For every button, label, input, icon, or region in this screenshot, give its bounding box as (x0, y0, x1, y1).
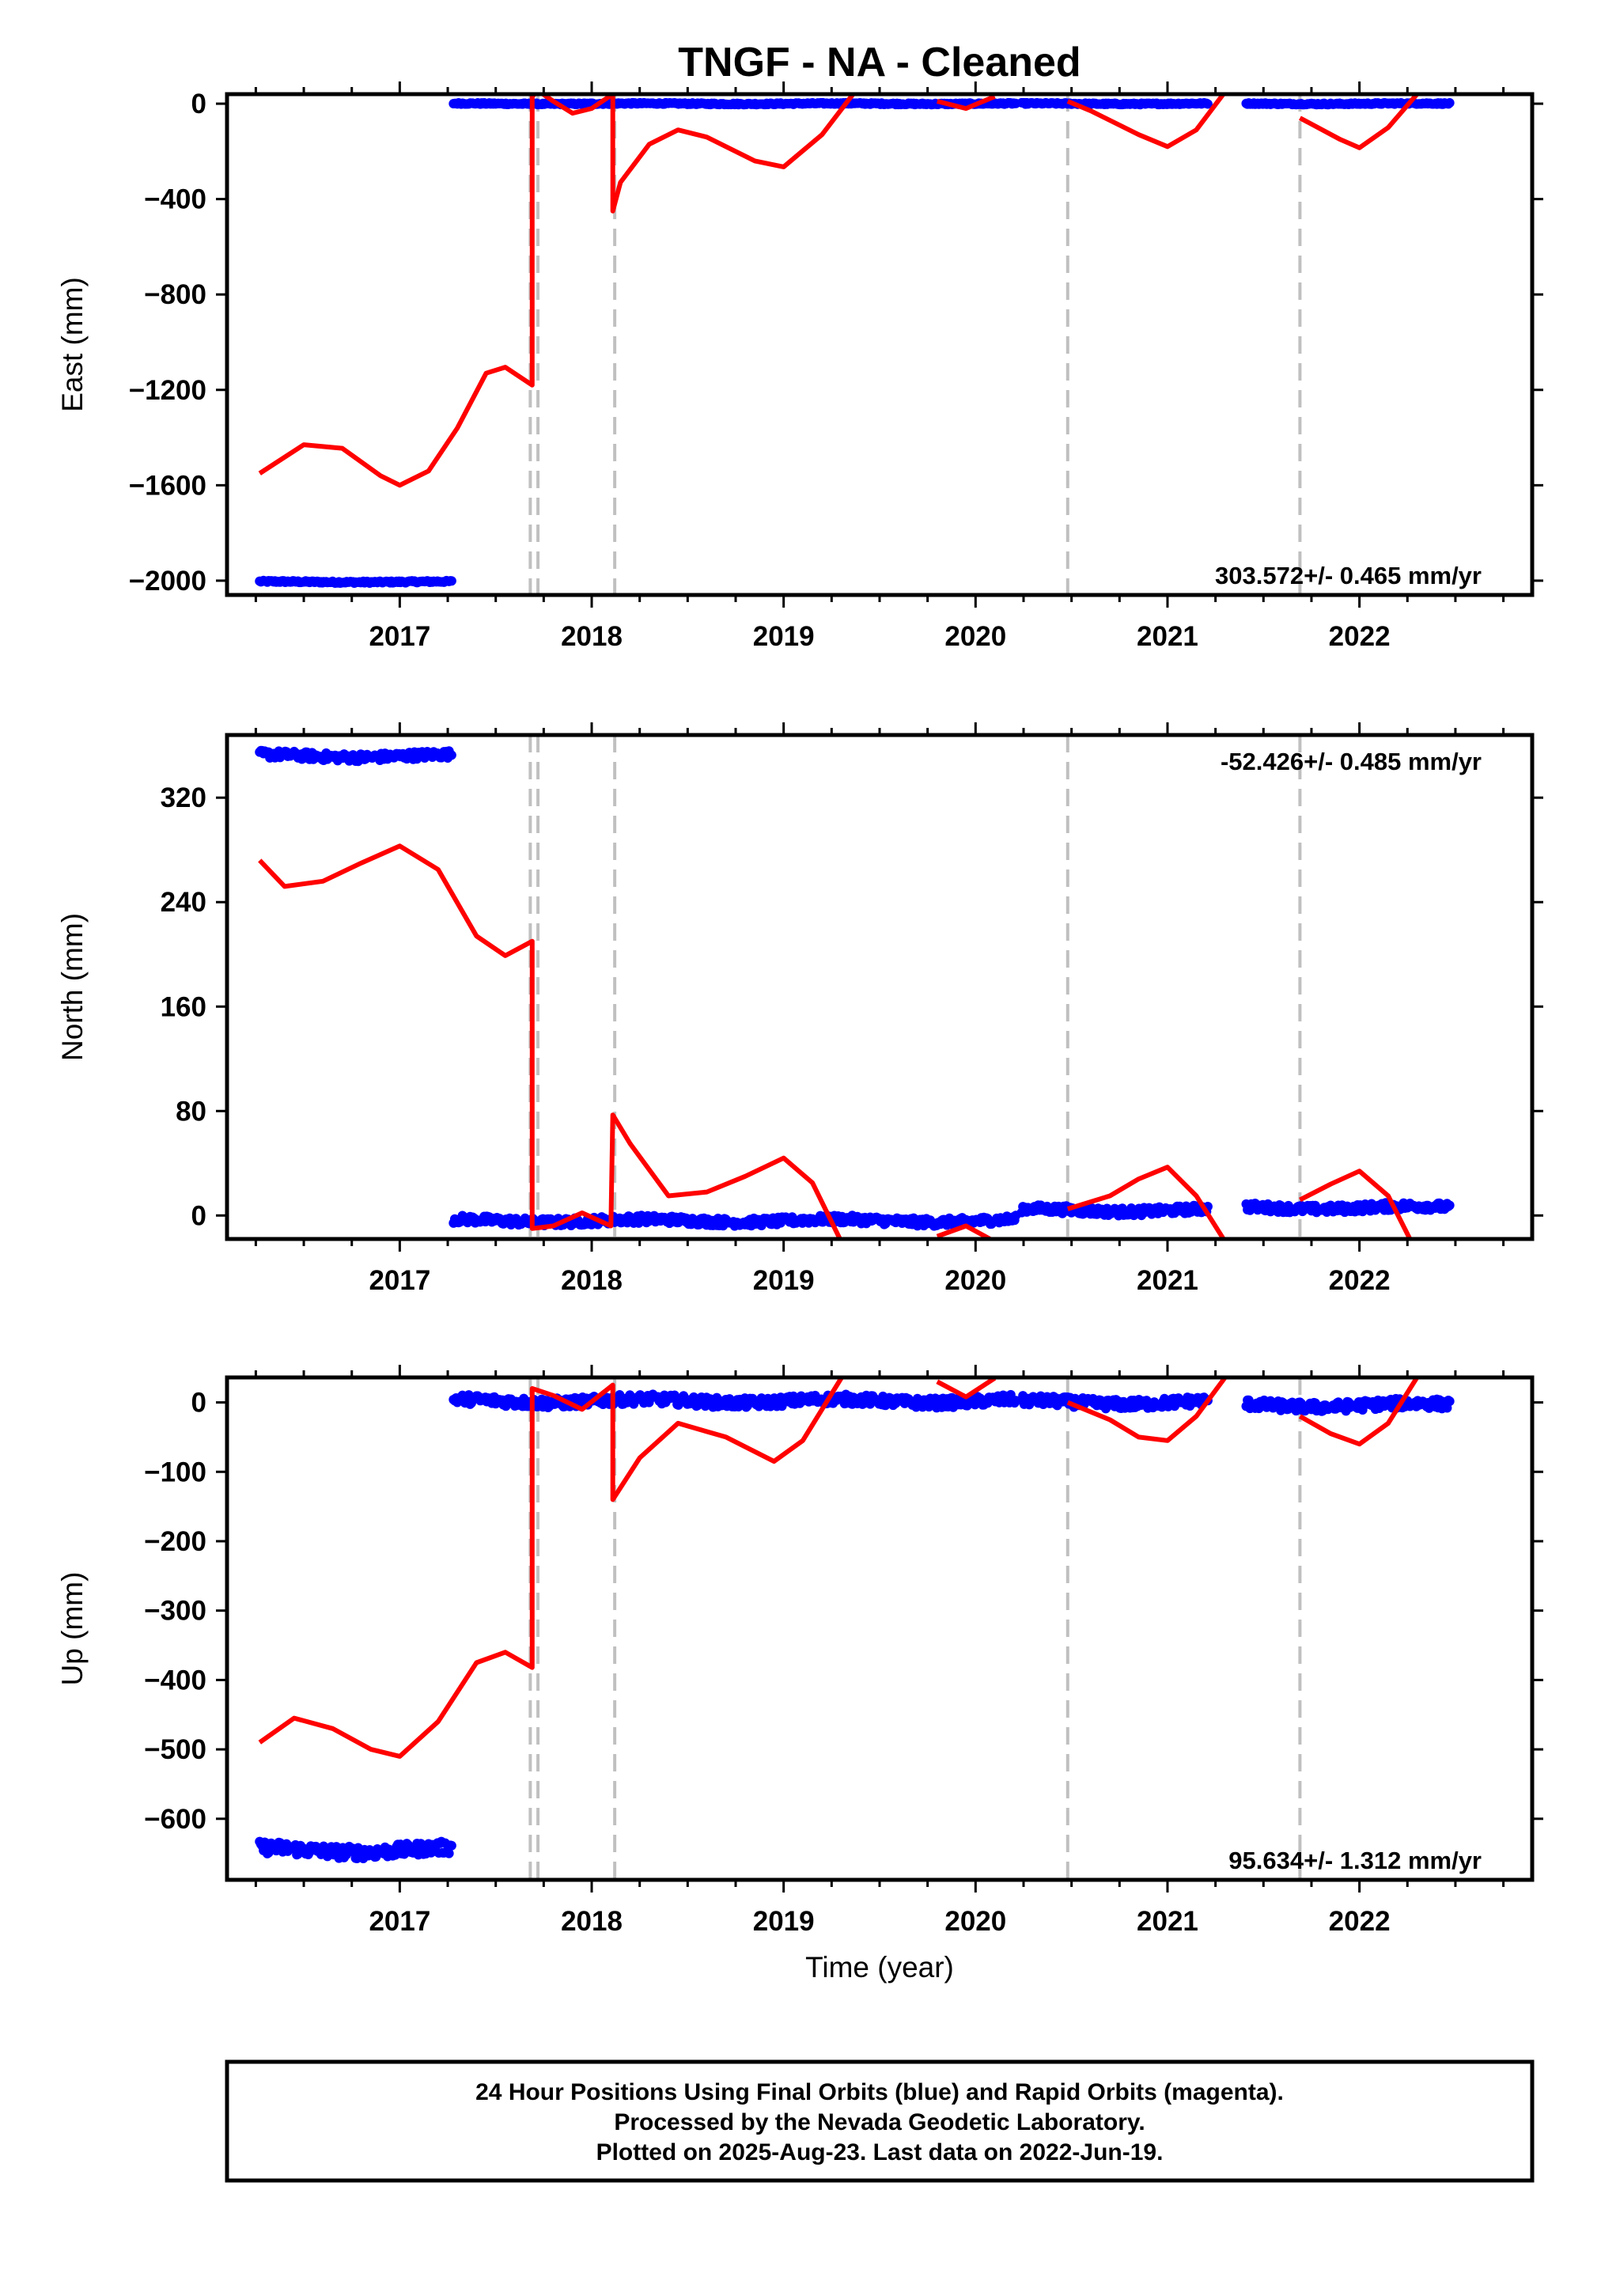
model-line (258, 94, 857, 488)
y-tick-label: −600 (144, 1804, 206, 1835)
x-tick-label: 2018 (561, 621, 623, 652)
data-point (446, 1840, 456, 1851)
data-point (1444, 1396, 1455, 1407)
y-tick-label: −800 (144, 279, 206, 310)
model-line (1066, 94, 1227, 150)
footer-line-3: Plotted on 2025-Aug-23. Last data on 202… (596, 2139, 1164, 2165)
y-tick-label: −2000 (129, 566, 206, 597)
x-axis-label: Time (year) (805, 1951, 954, 1983)
x-tick-label: 2020 (944, 621, 1006, 652)
y-axis-label: North (mm) (56, 913, 89, 1061)
x-tick-label: 2021 (1137, 621, 1198, 652)
x-tick-label: 2020 (944, 1906, 1006, 1937)
x-tick-label: 2019 (753, 621, 815, 652)
x-tick-label: 2022 (1329, 1906, 1391, 1937)
footer-box: 24 Hour Positions Using Final Orbits (bl… (225, 2059, 1535, 2183)
y-tick-label: −100 (144, 1457, 206, 1487)
chart-title: TNGF - NA - Cleaned (678, 40, 1081, 85)
x-tick-label: 2017 (369, 621, 430, 652)
y-tick-label: −1200 (129, 375, 206, 406)
model-line (1066, 1165, 1227, 1239)
data-points (255, 97, 1455, 589)
x-tick-label: 2019 (753, 1906, 815, 1937)
model-line (1298, 94, 1419, 150)
data-points (255, 1389, 1455, 1863)
panel-north: 0 80 160 240 320 2017 2018 2019 2020 2021 2022 Nort… (56, 722, 1543, 1296)
y-axis-label: East (mm) (56, 277, 89, 412)
break-lines (528, 94, 1302, 595)
model-line (258, 1377, 844, 1759)
model-curve (258, 843, 1413, 1239)
velocity-label: -52.426+/- 0.485 mm/yr (1221, 748, 1482, 775)
model-line (936, 1223, 995, 1239)
plot-frame (225, 733, 1535, 1241)
x-tick-label: 2020 (944, 1265, 1006, 1296)
model-line (258, 843, 843, 1239)
y-tick-label: −1600 (129, 470, 206, 501)
model-curve (258, 1377, 1419, 1759)
data-point (446, 576, 456, 586)
x-tick-label: 2019 (753, 1265, 815, 1296)
x-tick-label: 2017 (369, 1265, 430, 1296)
y-tick-label: 240 (161, 887, 206, 918)
footer-line-1: 24 Hour Positions Using Final Orbits (bl… (475, 2079, 1284, 2105)
model-line (936, 1377, 997, 1400)
data-point (1444, 1200, 1455, 1211)
x-tick-label: 2022 (1329, 1265, 1391, 1296)
y-tick-label: −200 (144, 1526, 206, 1557)
x-tick-label: 2022 (1329, 621, 1391, 652)
model-line (1298, 1377, 1419, 1447)
panel-up: 0 −100 −200 −300 −400 −500 −600 2017 2018 2019 202… (56, 1365, 1543, 1983)
data-point (444, 1848, 454, 1858)
velocity-label: 95.634+/- 1.312 mm/yr (1228, 1847, 1482, 1874)
y-tick-label: −400 (144, 184, 206, 215)
y-tick-label: 160 (161, 991, 206, 1022)
x-tick-label: 2018 (561, 1906, 623, 1937)
data-point (446, 750, 456, 760)
y-tick-label: 0 (191, 1200, 206, 1231)
plot-frame (225, 1375, 1535, 1882)
model-line (937, 94, 996, 112)
y-tick-label: −500 (144, 1734, 206, 1765)
y-tick-label: −400 (144, 1665, 206, 1695)
plot-frame (225, 92, 1535, 597)
data-point (1202, 99, 1213, 109)
model-curve (258, 94, 1419, 488)
footer-line-2: Processed by the Nevada Geodetic Laborat… (614, 2109, 1145, 2135)
y-tick-label: 80 (176, 1096, 206, 1127)
y-tick-label: 0 (191, 1388, 206, 1419)
model-line (1299, 1169, 1413, 1239)
y-tick-label: 0 (191, 89, 206, 119)
x-tick-label: 2021 (1137, 1265, 1198, 1296)
y-tick-label: −300 (144, 1596, 206, 1627)
data-point (1444, 98, 1455, 108)
x-tick-label: 2021 (1137, 1906, 1198, 1937)
model-line (1066, 1377, 1228, 1443)
velocity-label: 303.572+/- 0.465 mm/yr (1215, 562, 1482, 589)
x-tick-label: 2018 (561, 1265, 623, 1296)
x-tick-label: 2017 (369, 1906, 430, 1937)
panel-east: 0 −400 −800 −1200 −1600 −2000 2017 2018 2019 2020… (56, 81, 1543, 652)
y-axis-label: Up (mm) (56, 1572, 89, 1686)
data-points (255, 745, 1455, 1231)
y-tick-label: 320 (161, 782, 206, 813)
